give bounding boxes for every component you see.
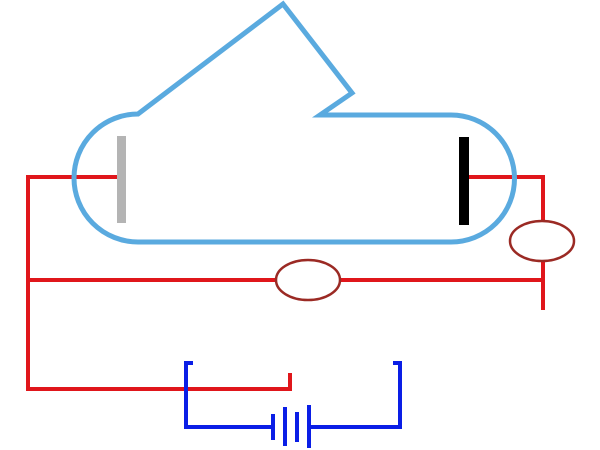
vacuum-tube <box>71 0 517 245</box>
left-electrode-wire <box>26 175 292 391</box>
battery-right-wire <box>310 361 402 429</box>
battery-circuit <box>184 361 402 448</box>
battery-left-wire <box>184 361 272 429</box>
right-electrode-wire <box>464 175 545 222</box>
right-meter <box>508 219 576 263</box>
battery <box>271 405 311 448</box>
left-electrode <box>117 136 126 223</box>
right-electrode <box>459 137 469 225</box>
middle-meter <box>274 258 342 302</box>
